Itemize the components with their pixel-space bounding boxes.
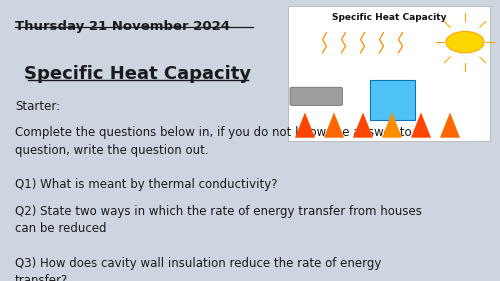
Polygon shape	[411, 112, 431, 138]
Text: Starter:: Starter:	[15, 100, 60, 113]
FancyBboxPatch shape	[370, 80, 416, 120]
Circle shape	[446, 31, 484, 53]
Text: Specific Heat Capacity: Specific Heat Capacity	[24, 65, 251, 83]
Text: Q2) State two ways in which the rate of energy transfer from houses
can be reduc: Q2) State two ways in which the rate of …	[15, 205, 422, 235]
FancyBboxPatch shape	[290, 87, 343, 105]
Text: Q1) What is meant by thermal conductivity?: Q1) What is meant by thermal conductivit…	[15, 178, 278, 191]
Polygon shape	[440, 112, 460, 138]
Polygon shape	[324, 112, 344, 138]
Text: Thursday 21 November 2024: Thursday 21 November 2024	[15, 20, 230, 33]
Text: Q3) How does cavity wall insulation reduce the rate of energy
transfer?: Q3) How does cavity wall insulation redu…	[15, 257, 382, 281]
Text: Complete the questions below in, if you do not know the answer to a
question, wr: Complete the questions below in, if you …	[15, 126, 422, 157]
Polygon shape	[353, 112, 373, 138]
Polygon shape	[382, 112, 402, 138]
Text: Specific Heat Capacity: Specific Heat Capacity	[332, 13, 446, 22]
FancyBboxPatch shape	[288, 6, 490, 140]
Polygon shape	[295, 112, 315, 138]
